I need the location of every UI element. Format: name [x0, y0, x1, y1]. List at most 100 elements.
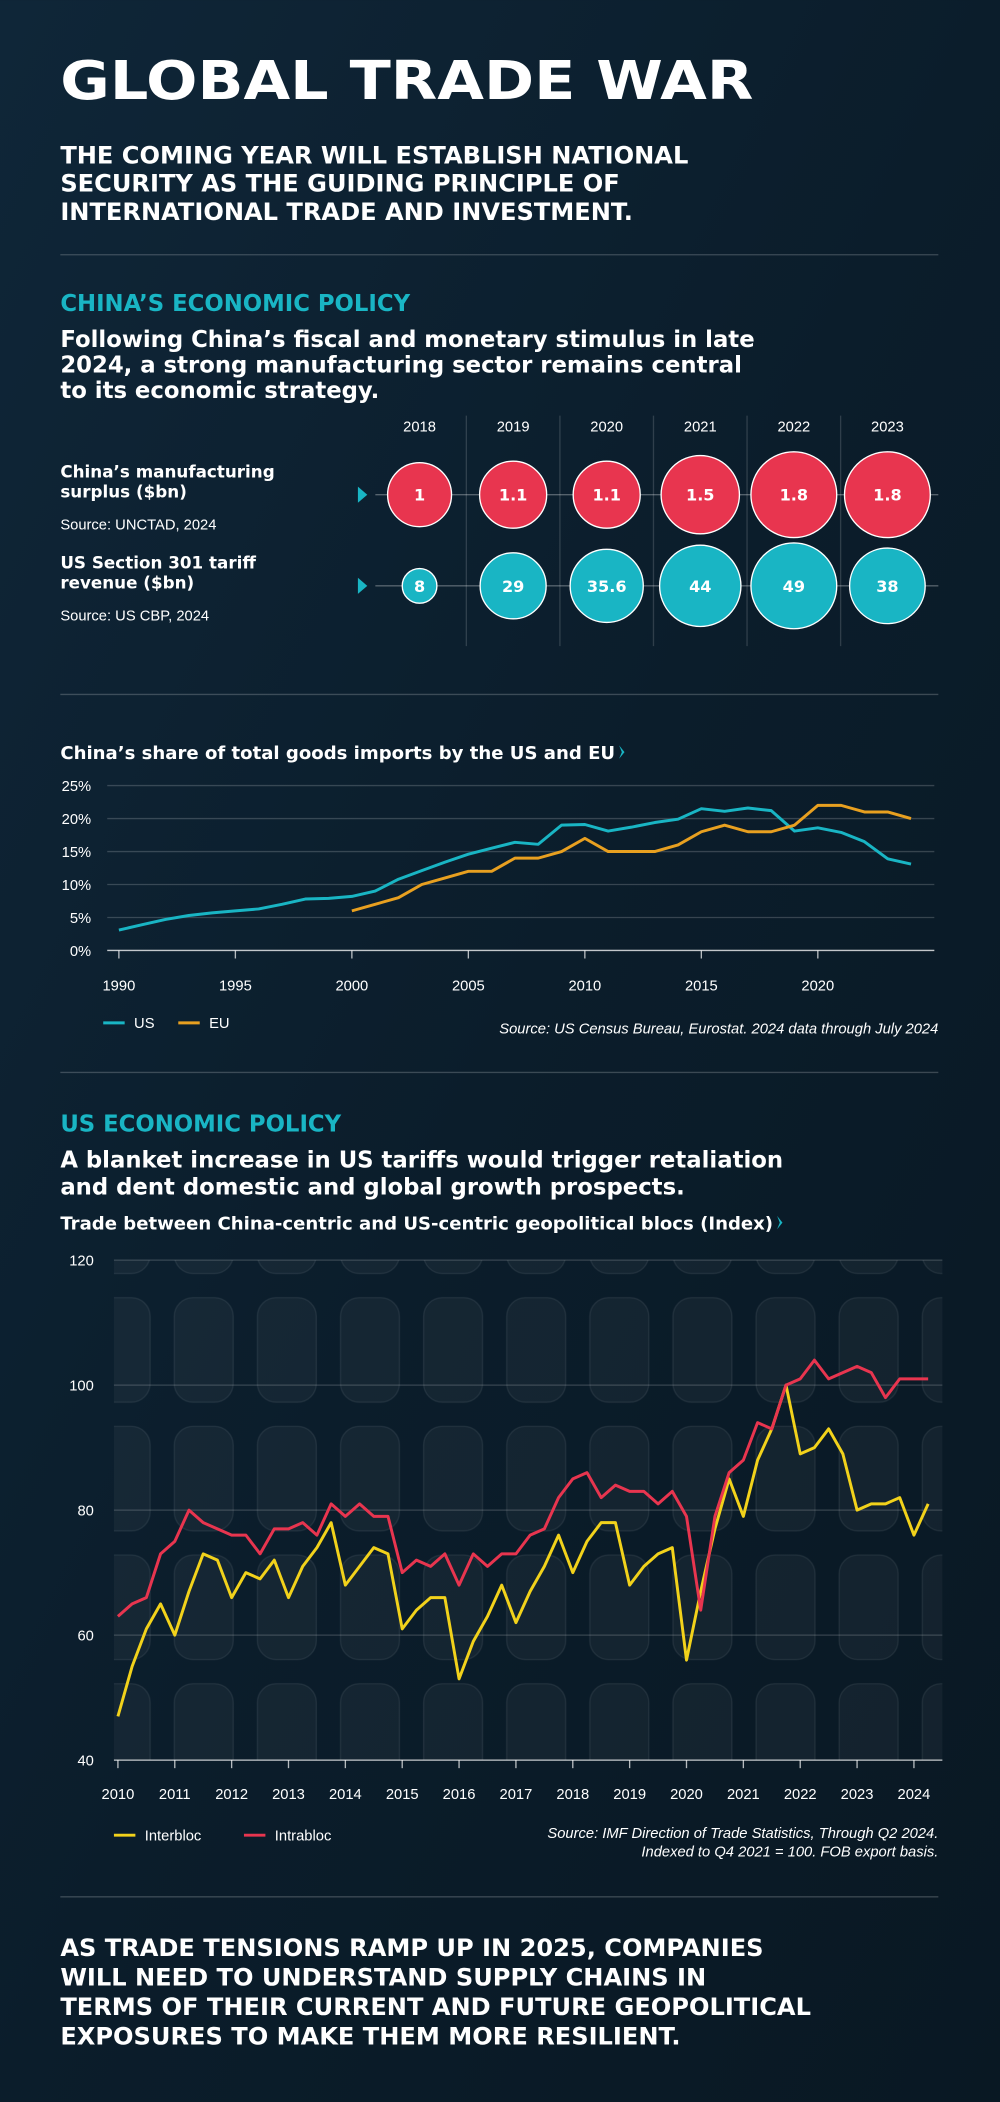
column-label: 2021	[684, 420, 717, 436]
bubble	[386, 462, 453, 528]
row-arrow	[357, 486, 368, 503]
row-label-box: US Section 301 tariff revenue ($bn)	[60, 552, 256, 593]
x-tick-label: 1995	[219, 979, 252, 995]
y-tick-label: 15%	[62, 845, 92, 861]
bubble-label: 8	[414, 577, 425, 596]
y-tick-label: 120	[69, 1253, 94, 1269]
x-tick-label: 2020	[670, 1787, 703, 1803]
x-tick-label: 2010	[102, 1787, 135, 1803]
bubble	[750, 542, 838, 630]
y-tick-label: 25%	[62, 779, 92, 795]
bubble	[479, 552, 547, 620]
section-heading: US ECONOMIC POLICY	[60, 1111, 341, 1137]
bubble	[848, 547, 926, 625]
y-tick-label: 100	[69, 1378, 94, 1394]
subtitle-line: SECURITY AS THE GUIDING PRINCIPLE OF	[60, 170, 619, 198]
column-label: 2022	[777, 420, 810, 436]
bubble-label: 44	[689, 577, 711, 596]
x-tick-label: 2015	[685, 979, 718, 995]
bubble	[658, 544, 742, 628]
y-tick-label: 5%	[70, 911, 91, 927]
x-tick-label: 1990	[102, 979, 135, 995]
x-tick-label: 2015	[386, 1787, 419, 1803]
x-tick-label: 2005	[452, 979, 485, 995]
bubble-label: 1.8	[873, 486, 901, 505]
bubble-label: 38	[876, 577, 898, 596]
legend-label: US	[134, 1016, 155, 1032]
section-text: 2024, a strong manufacturing sector rema…	[60, 353, 742, 379]
source-note: Source: IMF Direction of Trade Statistic…	[547, 1826, 938, 1842]
x-tick-label: 2012	[215, 1787, 248, 1803]
y-tick-label: 40	[77, 1753, 93, 1769]
y-tick-label: 0%	[70, 944, 91, 960]
section-text: and dent domestic and global growth pros…	[60, 1174, 684, 1200]
bubble	[569, 548, 644, 624]
footer-line: EXPOSURES TO MAKE THEM MORE RESILIENT.	[60, 2022, 680, 2050]
x-tick-label: 2011	[159, 1787, 191, 1803]
series-line	[116, 1383, 930, 1717]
series-line	[351, 803, 912, 913]
x-tick-label: 2018	[556, 1787, 589, 1803]
column-label: 2023	[871, 420, 904, 436]
row-label: US Section 301 tariff revenue ($bn)	[60, 552, 256, 593]
x-tick-label: 2000	[335, 979, 368, 995]
section-heading: CHINA’S ECONOMIC POLICY	[60, 291, 410, 317]
bubble-label: 29	[502, 577, 524, 596]
y-tick-label: 20%	[62, 812, 92, 828]
legend-label: Interbloc	[145, 1829, 202, 1845]
section-text: to its economic strategy.	[60, 378, 379, 404]
legend-label: EU	[209, 1016, 229, 1032]
bubble-label: 49	[783, 577, 805, 596]
x-tick-label: 2019	[613, 1787, 646, 1803]
row-arrow	[357, 577, 368, 594]
x-tick-label: 2021	[727, 1787, 760, 1803]
series-line	[116, 1358, 929, 1618]
x-tick-label: 2016	[443, 1787, 476, 1803]
bubble	[660, 454, 741, 535]
photo-backdrop	[113, 1260, 943, 1761]
x-tick-label: 2010	[568, 979, 601, 995]
x-tick-label: 2014	[329, 1787, 362, 1803]
chevron	[777, 1215, 783, 1230]
series-line	[118, 806, 912, 932]
y-tick-label: 10%	[62, 878, 92, 894]
chart-title: China’s share of total goods imports by …	[60, 743, 615, 764]
subtitle-line: THE COMING YEAR WILL ESTABLISH NATIONAL	[60, 142, 688, 170]
legend-label: Intrabloc	[275, 1829, 332, 1845]
source-note: Source: US Census Bureau, Eurostat. 2024…	[499, 1022, 938, 1038]
section-text: A blanket increase in US tariffs would t…	[60, 1148, 783, 1174]
x-tick-label: 2022	[784, 1787, 817, 1803]
section-text: Following China’s fiscal and monetary st…	[60, 327, 754, 353]
page-title: GLOBAL TRADE WAR	[60, 49, 753, 112]
x-tick-label: 2017	[500, 1787, 533, 1803]
x-tick-label: 2020	[801, 979, 834, 995]
y-tick-label: 80	[77, 1503, 93, 1519]
x-tick-label: 2023	[841, 1787, 874, 1803]
row-source: Source: UNCTAD, 2024	[60, 518, 216, 534]
bubble-label: 1.1	[592, 486, 620, 505]
footer-line: AS TRADE TENSIONS RAMP UP IN 2025, COMPA…	[60, 1934, 763, 1962]
bubble	[843, 451, 931, 539]
bubble-label: 1.8	[780, 486, 808, 505]
bubble-label: 35.6	[587, 577, 627, 596]
bubble-label: 1.1	[499, 486, 527, 505]
row-label: China’s manufacturing surplus ($bn)	[60, 461, 275, 502]
bubble-label: 1	[414, 486, 425, 505]
column-label: 2020	[590, 420, 623, 436]
subtitle-line: INTERNATIONAL TRADE AND INVESTMENT.	[60, 198, 633, 226]
footer-line: WILL NEED TO UNDERSTAND SUPPLY CHAINS IN	[60, 1963, 706, 1991]
bubble-label: 1.5	[686, 486, 714, 505]
bubble	[572, 460, 641, 529]
bubble	[478, 460, 548, 529]
x-tick-label: 2024	[898, 1787, 931, 1803]
footer-line: TERMS OF THEIR CURRENT AND FUTURE GEOPOL…	[60, 1993, 811, 2021]
row-source: Source: US CBP, 2024	[60, 609, 209, 625]
column-label: 2019	[497, 420, 530, 436]
row-label-box: China’s manufacturing surplus ($bn)	[60, 461, 275, 502]
source-note: Indexed to Q4 2021 = 100. FOB export bas…	[641, 1845, 938, 1861]
y-tick-label: 60	[77, 1628, 93, 1644]
x-tick-label: 2013	[272, 1787, 305, 1803]
chart-title: Trade between China-centric and US-centr…	[60, 1213, 773, 1234]
